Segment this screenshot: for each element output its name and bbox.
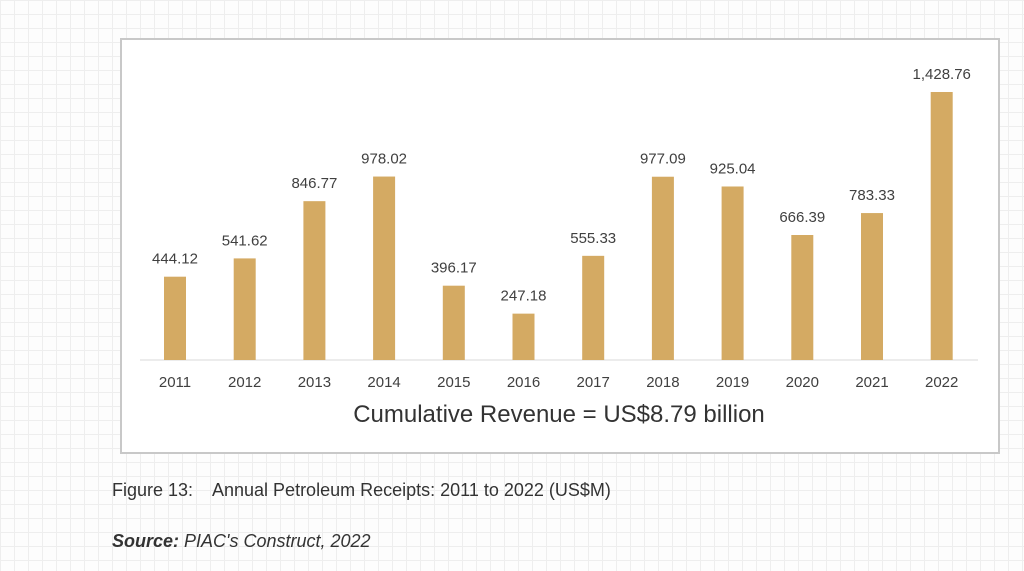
source-note: Source: PIAC's Construct, 2022: [112, 531, 371, 552]
bar-2022: [930, 92, 953, 360]
source-text: PIAC's Construct, 2022: [184, 531, 371, 551]
data-label-2021: 783.33: [849, 187, 895, 204]
data-label-2015: 396.17: [431, 260, 477, 277]
data-label-2019: 925.04: [710, 160, 756, 177]
bar-2017: [582, 255, 605, 360]
x-tick-label-2018: 2018: [646, 374, 679, 391]
bar-2012: [233, 258, 256, 360]
bar-2014: [373, 176, 396, 360]
bar-2018: [651, 176, 674, 360]
data-label-2022: 1,428.76: [913, 66, 971, 83]
data-label-2011: 444.12: [152, 251, 198, 268]
bar-2020: [791, 235, 814, 360]
figure-title: Annual Petroleum Receipts: 2011 to 2022 …: [212, 480, 611, 500]
bar-2015: [442, 285, 465, 360]
x-tick-label-2019: 2019: [716, 374, 749, 391]
data-label-2018: 977.09: [640, 151, 686, 168]
x-tick-label-2011: 2011: [159, 374, 191, 391]
x-tick-label-2020: 2020: [786, 374, 819, 391]
bar-2016: [512, 313, 535, 360]
bar-2021: [861, 213, 883, 360]
source-label: Source:: [112, 531, 180, 551]
data-label-2014: 978.02: [361, 151, 407, 168]
x-tick-label-2017: 2017: [577, 374, 610, 391]
x-tick-label-2013: 2013: [298, 374, 331, 391]
x-tick-label-2016: 2016: [507, 374, 540, 391]
x-tick-label-2015: 2015: [437, 374, 470, 391]
data-label-2016: 247.18: [501, 288, 547, 305]
bar-2019: [721, 186, 744, 360]
chart-frame: [120, 38, 1000, 454]
x-tick-label-2022: 2022: [925, 374, 958, 391]
chart-annotation: Cumulative Revenue = US$8.79 billion: [353, 401, 765, 428]
data-label-2013: 846.77: [291, 175, 337, 192]
data-label-2017: 555.33: [570, 230, 616, 247]
figure-number: Figure 13:: [112, 480, 194, 500]
x-tick-label-2014: 2014: [367, 374, 400, 391]
bar-2011: [164, 276, 186, 360]
data-label-2020: 666.39: [779, 209, 825, 226]
x-tick-label-2021: 2021: [855, 374, 888, 391]
x-tick-label-2012: 2012: [228, 374, 261, 391]
data-label-2012: 541.62: [222, 232, 268, 249]
bar-2013: [303, 201, 326, 360]
figure-caption: Figure 13: Annual Petroleum Receipts: 201…: [112, 480, 611, 501]
